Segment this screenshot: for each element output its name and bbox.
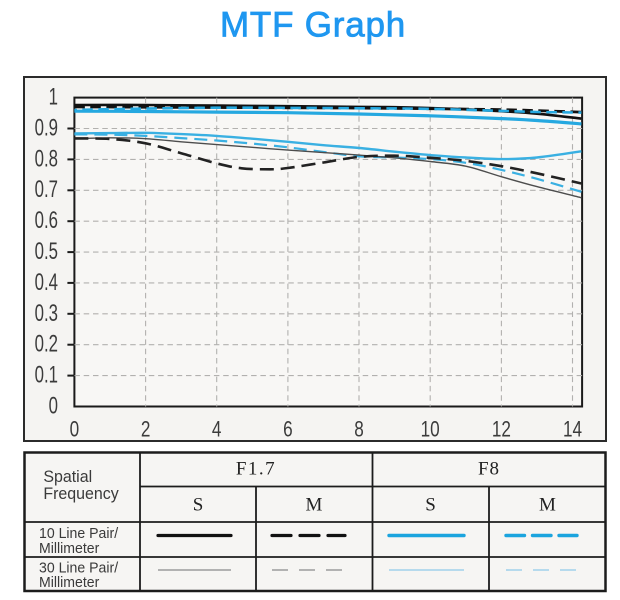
svg-text:M: M bbox=[539, 495, 556, 516]
svg-text:S: S bbox=[193, 495, 204, 516]
svg-text:2: 2 bbox=[141, 418, 151, 443]
svg-text:0.5: 0.5 bbox=[35, 238, 58, 265]
svg-text:0.1: 0.1 bbox=[35, 362, 58, 389]
svg-text:12: 12 bbox=[492, 418, 511, 443]
svg-text:F8: F8 bbox=[478, 459, 500, 480]
svg-text:0.7: 0.7 bbox=[35, 176, 58, 203]
svg-text:4: 4 bbox=[212, 418, 222, 443]
svg-text:M: M bbox=[306, 495, 323, 516]
svg-text:Frequency: Frequency bbox=[43, 485, 119, 504]
svg-text:0.6: 0.6 bbox=[35, 207, 58, 234]
svg-text:10: 10 bbox=[421, 418, 440, 443]
svg-text:Spatial: Spatial bbox=[43, 468, 92, 487]
svg-text:0.8: 0.8 bbox=[35, 145, 58, 172]
svg-text:Millimeter: Millimeter bbox=[39, 575, 99, 591]
svg-text:8: 8 bbox=[354, 418, 364, 443]
svg-text:MTF Graph: MTF Graph bbox=[220, 6, 406, 45]
svg-text:10 Line Pair/: 10 Line Pair/ bbox=[39, 526, 119, 542]
svg-text:0: 0 bbox=[49, 393, 58, 420]
svg-text:0.3: 0.3 bbox=[35, 300, 58, 327]
svg-text:30 Line Pair/: 30 Line Pair/ bbox=[39, 560, 119, 576]
svg-text:1: 1 bbox=[49, 84, 58, 111]
svg-text:0: 0 bbox=[70, 418, 80, 443]
svg-text:0.9: 0.9 bbox=[35, 115, 58, 142]
svg-text:F1.7: F1.7 bbox=[236, 459, 276, 480]
svg-text:S: S bbox=[425, 495, 436, 516]
svg-text:14: 14 bbox=[563, 418, 582, 443]
svg-text:0.2: 0.2 bbox=[35, 331, 58, 358]
svg-text:0.4: 0.4 bbox=[35, 269, 58, 296]
svg-text:6: 6 bbox=[283, 418, 293, 443]
svg-text:Millimeter: Millimeter bbox=[39, 541, 99, 557]
